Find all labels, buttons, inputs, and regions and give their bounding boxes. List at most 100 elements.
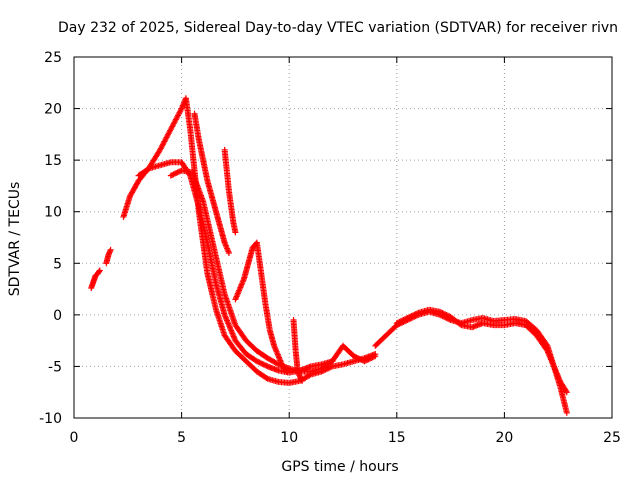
data-point bbox=[457, 321, 464, 328]
data-point bbox=[96, 268, 103, 275]
data-point bbox=[255, 358, 262, 365]
data-point bbox=[399, 317, 406, 324]
plot-frame bbox=[73, 56, 613, 419]
data-point bbox=[298, 376, 305, 383]
data-point bbox=[411, 311, 418, 318]
data-point bbox=[299, 377, 306, 384]
y-axis-label: SDTVAR / TECUs bbox=[7, 182, 23, 297]
x-tick-label: 0 bbox=[70, 430, 79, 446]
data-point bbox=[409, 312, 416, 319]
data-point bbox=[408, 313, 415, 320]
series-early-1 bbox=[88, 267, 103, 292]
y-tick-label: 10 bbox=[44, 205, 62, 221]
x-axis-label: GPS time / hours bbox=[281, 459, 398, 475]
data-point bbox=[413, 310, 420, 317]
data-point bbox=[397, 318, 404, 325]
data-point bbox=[260, 361, 267, 368]
data-point bbox=[395, 319, 402, 326]
data-point bbox=[407, 313, 414, 320]
series-arc-mid bbox=[135, 159, 336, 376]
y-tick-label: 25 bbox=[44, 50, 62, 66]
data-point bbox=[358, 356, 365, 363]
data-point bbox=[401, 316, 408, 323]
data-point bbox=[232, 229, 239, 236]
data-point bbox=[368, 355, 375, 362]
data-point bbox=[362, 357, 369, 364]
data-point bbox=[177, 106, 184, 113]
axis-ticks bbox=[73, 56, 613, 419]
data-point bbox=[261, 362, 268, 369]
data-point bbox=[167, 172, 174, 179]
y-tick-label: 0 bbox=[53, 308, 62, 324]
data-point bbox=[436, 308, 443, 315]
data-point bbox=[107, 246, 114, 253]
data-point bbox=[350, 353, 357, 360]
data-point bbox=[563, 409, 570, 416]
data-point bbox=[174, 169, 181, 176]
x-tick-label: 10 bbox=[280, 430, 298, 446]
data-point bbox=[352, 353, 359, 360]
data-point bbox=[175, 168, 182, 175]
data-point bbox=[396, 318, 403, 325]
data-series bbox=[88, 95, 570, 416]
series-steep-3 bbox=[232, 239, 291, 375]
data-point bbox=[440, 310, 447, 317]
data-point bbox=[412, 311, 419, 318]
data-point bbox=[370, 353, 377, 360]
data-point bbox=[366, 355, 373, 362]
y-tick-label: 15 bbox=[44, 153, 62, 169]
data-point bbox=[263, 362, 270, 369]
data-point bbox=[169, 171, 176, 178]
y-tick-labels: -10 -5 0 5 10 15 20 25 bbox=[39, 50, 62, 427]
series-steep-2 bbox=[221, 146, 239, 236]
data-point bbox=[404, 314, 411, 321]
y-tick-label: -10 bbox=[39, 411, 62, 427]
data-point bbox=[444, 312, 451, 319]
data-point bbox=[393, 320, 400, 327]
data-point bbox=[145, 166, 152, 173]
x-tick-label: 20 bbox=[495, 430, 513, 446]
series-early-2 bbox=[103, 246, 114, 267]
data-point bbox=[563, 387, 570, 394]
x-tick-labels: 0 5 10 15 20 25 bbox=[70, 430, 621, 446]
chart-title: Day 232 of 2025, Sidereal Day-to-day VTE… bbox=[58, 20, 618, 36]
data-point bbox=[439, 310, 446, 317]
data-point bbox=[365, 356, 372, 363]
data-point bbox=[353, 354, 360, 361]
data-point bbox=[369, 354, 376, 361]
data-point bbox=[259, 360, 266, 367]
data-point bbox=[364, 356, 371, 363]
data-point bbox=[96, 267, 103, 274]
data-point bbox=[225, 249, 232, 256]
data-point bbox=[170, 171, 177, 178]
data-point bbox=[263, 375, 270, 382]
series-spike-10 bbox=[290, 317, 306, 384]
x-tick-label: 15 bbox=[388, 430, 406, 446]
x-tick-label: 5 bbox=[177, 430, 186, 446]
data-point bbox=[400, 316, 407, 323]
x-tick-label: 25 bbox=[603, 430, 621, 446]
data-point bbox=[438, 309, 445, 316]
data-point bbox=[354, 355, 361, 362]
y-tick-label: 20 bbox=[44, 102, 62, 118]
data-point bbox=[253, 358, 260, 365]
data-point bbox=[283, 367, 290, 374]
data-point bbox=[173, 170, 180, 177]
data-point bbox=[443, 311, 450, 318]
data-point bbox=[357, 356, 364, 363]
data-point bbox=[403, 315, 410, 322]
data-point bbox=[284, 368, 291, 375]
data-point bbox=[372, 353, 379, 360]
data-point bbox=[361, 358, 368, 365]
data-point bbox=[405, 314, 412, 321]
data-point bbox=[356, 355, 363, 362]
y-tick-label: -5 bbox=[48, 359, 62, 375]
data-point bbox=[257, 360, 264, 367]
series-steep-1 bbox=[191, 110, 232, 256]
data-point bbox=[256, 359, 263, 366]
series-tail-2 bbox=[393, 306, 570, 396]
y-tick-label: 5 bbox=[53, 256, 62, 272]
data-point bbox=[563, 389, 570, 396]
data-point bbox=[442, 311, 449, 318]
